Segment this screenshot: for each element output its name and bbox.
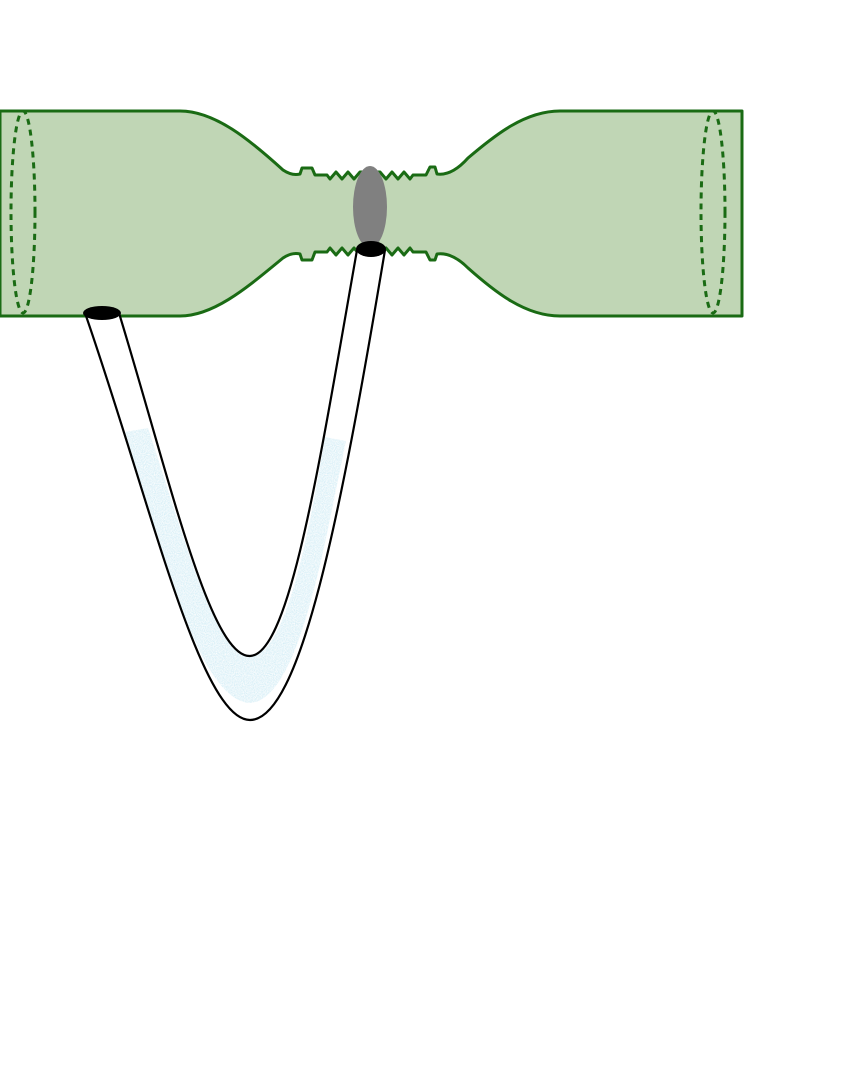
manometer-liquid: [125, 428, 346, 703]
manometer-outer-wall: [83, 249, 387, 722]
inlet-pressure-tap: [83, 306, 121, 320]
manometer-inner-wall: [117, 249, 359, 658]
throat-pressure-tap: [356, 241, 386, 257]
inlet-cross-section: [9, 109, 37, 315]
outlet-cross-section: [699, 109, 727, 315]
throat-insert: [353, 166, 387, 248]
